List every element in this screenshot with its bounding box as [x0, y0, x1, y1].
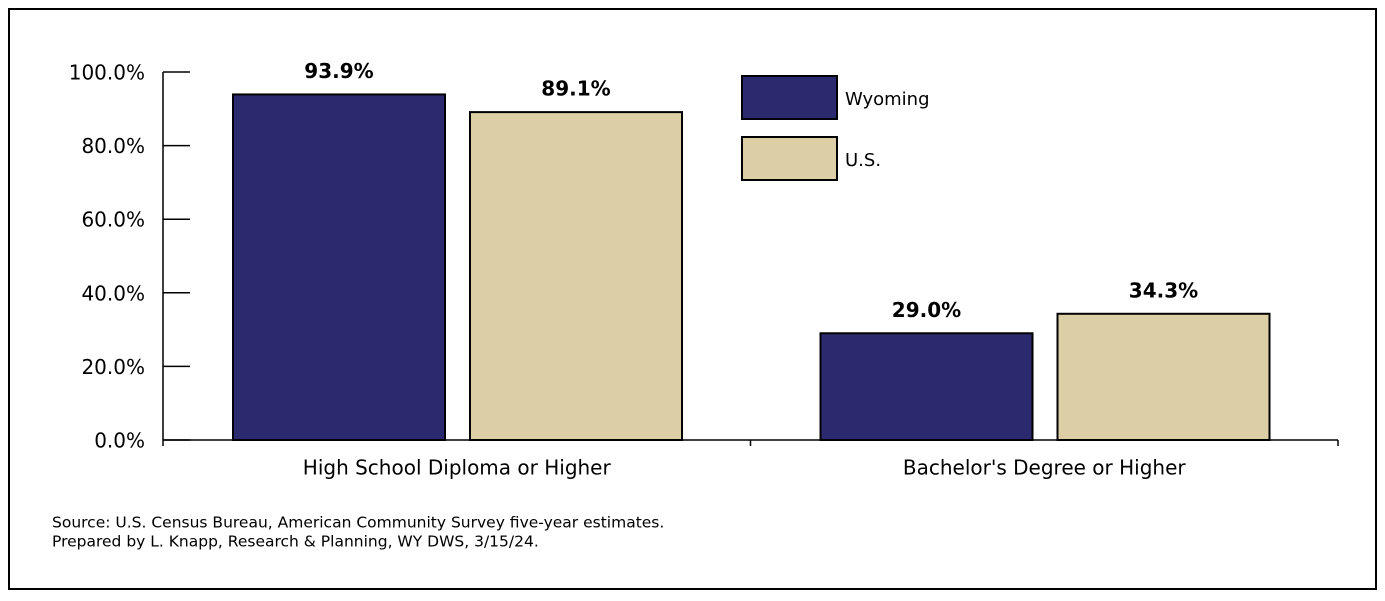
bar — [819, 332, 1034, 441]
bar — [469, 111, 683, 441]
x-tick-label: High School Diploma or Higher — [303, 456, 612, 480]
y-tick-label: 0.0% — [94, 429, 145, 453]
y-tick-label: 60.0% — [81, 208, 145, 232]
data-label: 89.1% — [541, 77, 610, 101]
data-label: 93.9% — [304, 59, 373, 83]
y-tick-label: 80.0% — [81, 134, 145, 158]
bar — [232, 93, 446, 441]
legend-swatch — [741, 136, 838, 181]
data-label: 34.3% — [1129, 278, 1198, 302]
legend-swatch — [741, 75, 838, 120]
legend-label: Wyoming — [845, 89, 930, 110]
y-tick-label: 20.0% — [81, 355, 145, 379]
footnote: Prepared by L. Knapp, Research & Plannin… — [52, 533, 539, 551]
footnote: Source: U.S. Census Bureau, American Com… — [52, 514, 664, 532]
legend-label: U.S. — [845, 150, 881, 171]
y-tick-label: 40.0% — [81, 281, 145, 305]
bar — [1056, 312, 1271, 441]
x-tick-label: Bachelor's Degree or Higher — [903, 456, 1186, 480]
data-label: 29.0% — [892, 298, 961, 322]
y-tick-label: 100.0% — [69, 61, 145, 85]
